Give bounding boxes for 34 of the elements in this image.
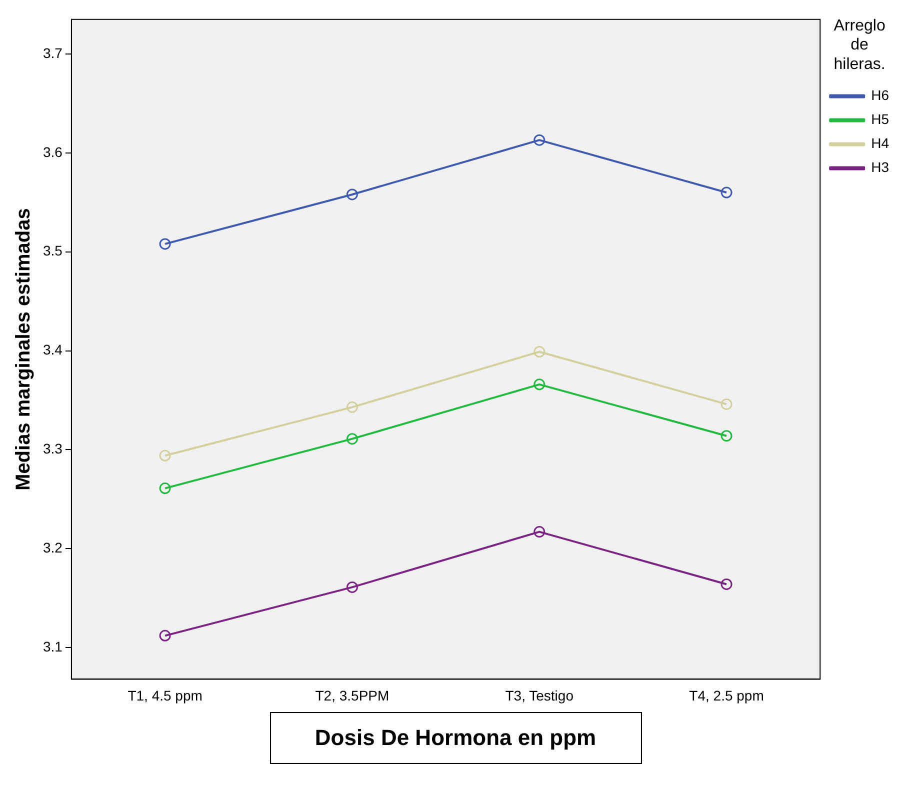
- point: [159, 482, 171, 494]
- legend-title: Arreglo de hileras.: [834, 17, 886, 73]
- y-tick-label: 3.4: [42, 342, 63, 358]
- point: [534, 346, 546, 358]
- x-tick-label: T2, 3.5PPM: [315, 687, 390, 704]
- point: [346, 581, 358, 593]
- legend-label: H5: [871, 111, 890, 128]
- x-axis-title: Dosis De Hormona en ppm: [270, 712, 642, 764]
- point: [159, 630, 171, 642]
- point: [346, 188, 358, 200]
- point: [720, 398, 732, 410]
- point: [534, 378, 546, 390]
- y-tick-label: 3.3: [42, 440, 63, 457]
- point: [534, 134, 546, 146]
- point: [720, 578, 732, 590]
- legend-label: H3: [871, 159, 890, 176]
- y-tick-label: 3.1: [42, 638, 63, 654]
- x-tick-label: T4, 2.5 ppm: [689, 687, 764, 704]
- point: [159, 238, 171, 250]
- y-axis-title: Medias marginales estimadas: [12, 208, 35, 490]
- y-tick-label: 3.2: [42, 539, 63, 556]
- legend-label: H4: [871, 135, 890, 152]
- x-tick-label: T1, 4.5 ppm: [128, 687, 202, 704]
- point: [346, 401, 358, 413]
- point: [720, 430, 732, 442]
- x-tick-label: T3, Testigo: [505, 687, 574, 704]
- point: [159, 450, 171, 462]
- legend-label: H6: [871, 87, 890, 104]
- y-tick-label: 3.6: [42, 144, 63, 160]
- point: [534, 526, 546, 538]
- y-tick-label: 3.7: [42, 44, 63, 61]
- point: [346, 433, 358, 445]
- y-tick-label: 3.5: [42, 242, 63, 259]
- point: [720, 186, 732, 198]
